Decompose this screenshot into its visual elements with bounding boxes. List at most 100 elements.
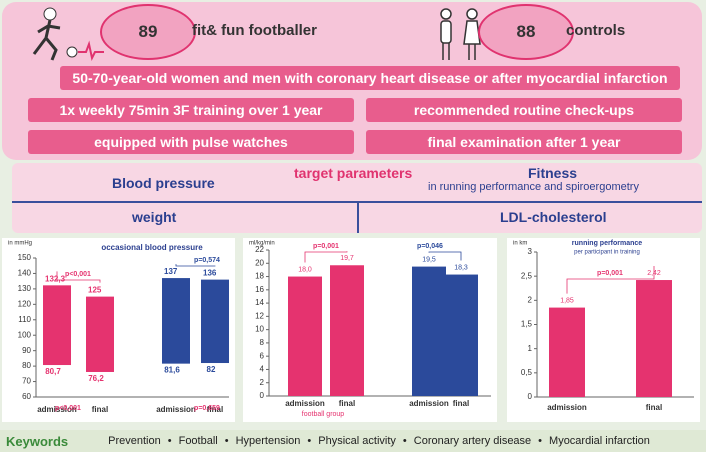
annotation: p=0,046 [417, 243, 443, 250]
annotation: p=0,001 [597, 270, 623, 277]
annotation: p=0,001 [313, 243, 339, 250]
group-label: football group [302, 411, 345, 418]
controls-icon [440, 8, 481, 60]
parameter: weight [132, 209, 177, 225]
y-unit: in mmHg [8, 241, 32, 247]
y-tick-label: 18 [255, 272, 264, 281]
population: 50-70-year-old women and men with corona… [60, 66, 680, 90]
y-tick-label: 60 [22, 392, 31, 401]
value-label: 19,7 [340, 255, 354, 262]
y-tick-label: 1 [528, 344, 533, 353]
value-label: 125 [88, 286, 102, 295]
value-label: 80,7 [45, 367, 61, 376]
value-label: 18,3 [454, 264, 468, 271]
y-tick-label: 80 [22, 361, 31, 370]
keyword: Football [161, 435, 218, 447]
annotation: p=0,574 [194, 257, 220, 264]
target-title: target parameters [294, 165, 413, 181]
value-label: 19,5 [422, 256, 436, 263]
range-bar [43, 285, 71, 366]
x-tick-label: final [453, 399, 469, 408]
y-tick-label: 110 [18, 315, 31, 324]
y-tick-label: 1,5 [521, 320, 533, 329]
y-tick-label: 22 [255, 245, 264, 254]
y-tick-label: 90 [22, 346, 31, 355]
keyword: Hypertension [218, 435, 301, 447]
bar [444, 274, 478, 396]
bar [288, 276, 322, 396]
keyword: Prevention [108, 435, 161, 447]
control-item: recommended routine check-ups [366, 98, 682, 122]
range-bar [201, 279, 229, 364]
range-bar [86, 296, 114, 372]
y-tick-label: 16 [255, 285, 264, 294]
y-tick-label: 120 [18, 299, 32, 308]
bracket [175, 264, 216, 267]
x-tick-label: admission [156, 405, 196, 414]
y-tick-label: 4 [260, 365, 265, 374]
x-tick-label: final [339, 399, 355, 408]
x-tick-label: final [207, 405, 223, 414]
keyword-list: PreventionFootballHypertensionPhysical a… [108, 435, 650, 447]
chart: 60 70 80 90 100 110 120 130 140 150 in mmHg occasio… [2, 238, 235, 422]
y-tick-label: 14 [255, 298, 264, 307]
chart: 0 0,5 1 1,5 2 2,5 3in km running performance per… [507, 238, 700, 422]
control-count: 88 [478, 4, 574, 60]
y-tick-label: 3 [528, 247, 533, 256]
chart-title: occasional blood pressure [101, 243, 203, 252]
value-label: 137 [164, 267, 178, 276]
bracket [56, 271, 101, 283]
y-tick-label: 2,5 [521, 271, 533, 280]
x-tick-label: admission [37, 405, 77, 414]
control-item: final examination after 1 year [366, 130, 682, 154]
y-tick-label: 2 [260, 378, 265, 387]
y-tick-label: 2 [528, 295, 533, 304]
bracket [428, 251, 462, 261]
y-tick-label: 0 [260, 391, 265, 400]
parameter: LDL-cholesterol [500, 209, 607, 225]
value-label: 81,6 [164, 366, 180, 375]
keyword: Physical activity [300, 435, 396, 447]
target-panel: Blood pressure target parameters Fitness… [12, 163, 702, 233]
value-label: 1,85 [560, 297, 574, 304]
y-tick-label: 0 [528, 392, 533, 401]
y-tick-label: 20 [255, 258, 264, 267]
value-label: 82 [207, 365, 216, 374]
group-count: 89 [100, 4, 196, 60]
y-tick-label: 140 [18, 269, 32, 278]
chart-title: running performance [572, 240, 643, 247]
keyword: Myocardial infarction [531, 435, 650, 447]
y-tick-label: 100 [18, 330, 32, 339]
fitness-detail: in running performance and spiroergometr… [428, 181, 639, 193]
y-unit: ml/kg/min [249, 241, 275, 247]
bar [412, 266, 446, 396]
value-label: 76,2 [88, 374, 104, 383]
footballer-icon [32, 7, 104, 61]
chart-subtitle: per participant in training [574, 250, 640, 256]
bar [636, 280, 672, 397]
y-tick-label: 10 [255, 325, 264, 334]
y-tick-label: 150 [18, 253, 32, 262]
x-tick-label: final [646, 403, 662, 412]
keywords-label: Keywords [6, 433, 69, 449]
group-label: fit& fun footballer [192, 22, 317, 39]
intervention-item: 1x weekly 75min 3F training over 1 year [28, 98, 354, 122]
y-tick-label: 8 [260, 338, 265, 347]
x-tick-label: admission [285, 399, 325, 408]
study-panel: 89 fit& fun footballer 88 controls 50-70… [2, 2, 702, 160]
y-tick-label: 130 [18, 284, 32, 293]
y-tick-label: 6 [260, 351, 265, 360]
parameter: Blood pressure [112, 175, 215, 191]
annotation: p<0,001 [55, 405, 81, 412]
fitness-label: Fitness [528, 165, 578, 181]
y-tick-label: 12 [255, 311, 264, 320]
bar [330, 265, 364, 396]
bar [549, 307, 585, 397]
x-tick-label: final [92, 405, 108, 414]
bracket [566, 266, 655, 294]
keyword: Coronary artery disease [396, 435, 531, 447]
y-unit: in km [513, 241, 527, 247]
annotation: p=0,659 [194, 405, 220, 412]
